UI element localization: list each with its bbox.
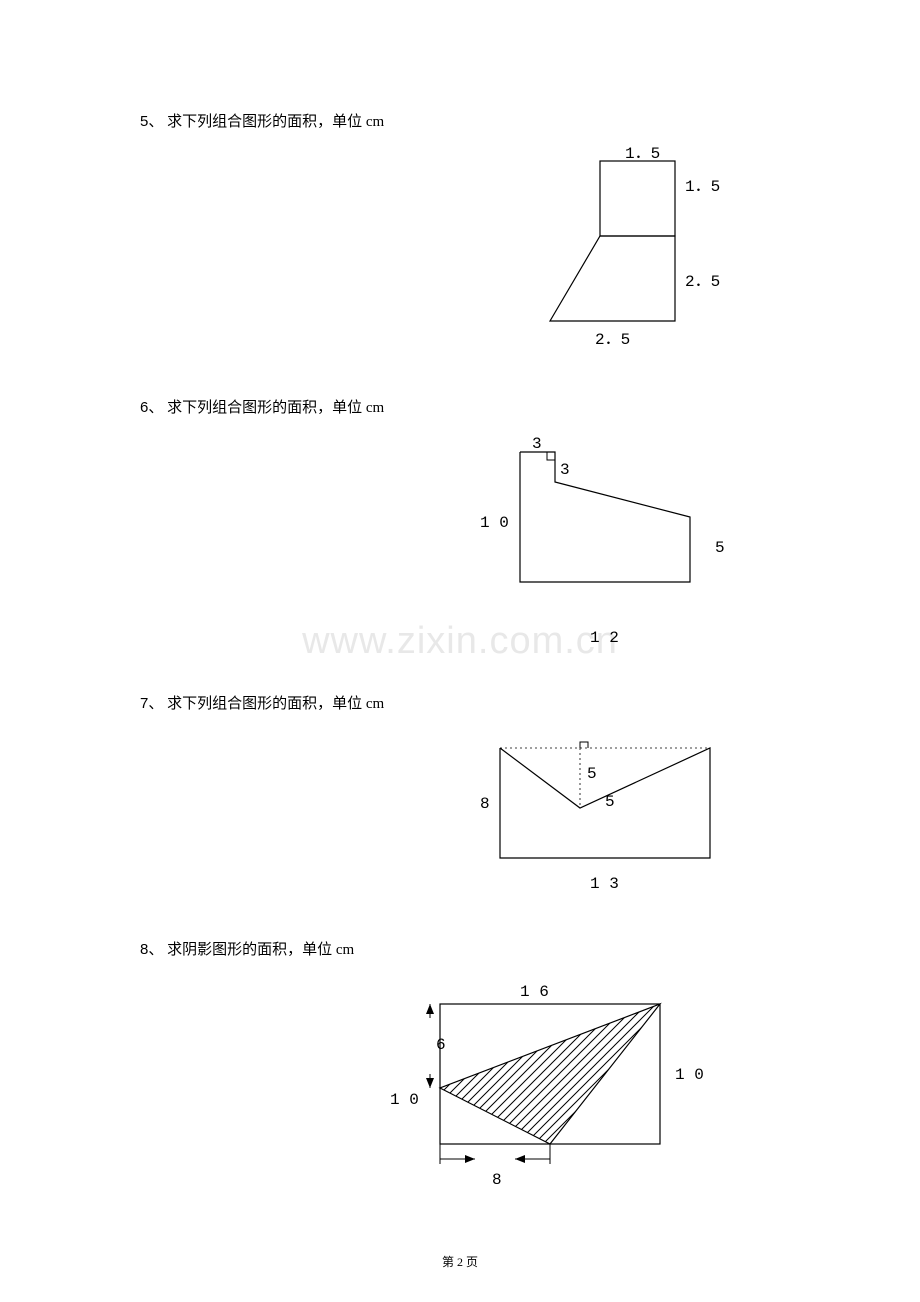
problem-6-number: 6、 [140, 399, 163, 416]
problem-8-figure-wrap: 1 6 6 1 0 1 0 8 [140, 974, 780, 1204]
problem-8-number: 8、 [140, 941, 163, 958]
fig8-label-leftseg: 6 [436, 1036, 446, 1054]
fig5-label-top: 1．5 [625, 146, 660, 163]
problem-6-text: 6、 求下列组合图形的面积，单位 cm [140, 396, 780, 417]
problem-5-statement: 求下列组合图形的面积，单位 cm [167, 114, 384, 130]
problem-8-figure: 1 6 6 1 0 1 0 8 [380, 974, 720, 1204]
fig8-label-right: 1 0 [675, 1066, 704, 1084]
problem-5-figure: 1．5 1．5 2．5 2．5 [500, 146, 760, 366]
problem-5-text: 5、 求下列组合图形的面积，单位 cm [140, 110, 780, 131]
problem-6-figure-wrap: 3 3 1 0 5 1 2 [140, 432, 780, 662]
fig8-label-botseg: 8 [492, 1171, 502, 1189]
fig8-label-leftfull: 1 0 [390, 1091, 419, 1109]
fig6-label-left: 1 0 [480, 514, 509, 532]
fig6-label-bot: 1 2 [590, 629, 619, 647]
problem-7-number: 7、 [140, 695, 163, 712]
fig7-label-bot: 1 3 [590, 875, 619, 893]
problem-6: 6、 求下列组合图形的面积，单位 cm 3 3 1 0 5 1 2 [140, 396, 780, 662]
problem-7-text: 7、 求下列组合图形的面积，单位 cm [140, 692, 780, 713]
problem-8: 8、 求阴影图形的面积，单位 cm [140, 938, 780, 1204]
problem-7-figure: 8 5 5 1 3 [460, 728, 760, 908]
page-footer: 第 2 页 [0, 1253, 920, 1270]
fig6-label-notch: 3 [560, 461, 570, 479]
page-content: 5、 求下列组合图形的面积，单位 cm 1．5 1．5 2．5 2．5 6、 [0, 0, 920, 1274]
fig5-label-rbot: 2．5 [685, 273, 720, 291]
fig6-label-top: 3 [532, 435, 542, 453]
fig6-label-right: 5 [715, 539, 725, 557]
fig5-label-rtop: 1．5 [685, 178, 720, 196]
problem-5-number: 5、 [140, 113, 163, 130]
problem-8-text: 8、 求阴影图形的面积，单位 cm [140, 938, 780, 959]
problem-8-statement: 求阴影图形的面积，单位 cm [167, 942, 354, 958]
fig8-label-top: 1 6 [520, 983, 549, 1001]
fig7-label-vheight: 5 [587, 765, 597, 783]
fig5-label-bot: 2．5 [595, 331, 630, 349]
problem-7-statement: 求下列组合图形的面积，单位 cm [167, 696, 384, 712]
fig7-label-vright: 5 [605, 793, 615, 811]
problem-7-figure-wrap: 8 5 5 1 3 [140, 728, 780, 908]
problem-6-figure: 3 3 1 0 5 1 2 [460, 432, 760, 662]
problem-5: 5、 求下列组合图形的面积，单位 cm 1．5 1．5 2．5 2．5 [140, 110, 780, 366]
problem-7: 7、 求下列组合图形的面积，单位 cm 8 5 5 1 3 [140, 692, 780, 908]
problem-6-statement: 求下列组合图形的面积，单位 cm [167, 400, 384, 416]
problem-5-figure-wrap: 1．5 1．5 2．5 2．5 [140, 146, 780, 366]
fig7-label-left: 8 [480, 795, 490, 813]
